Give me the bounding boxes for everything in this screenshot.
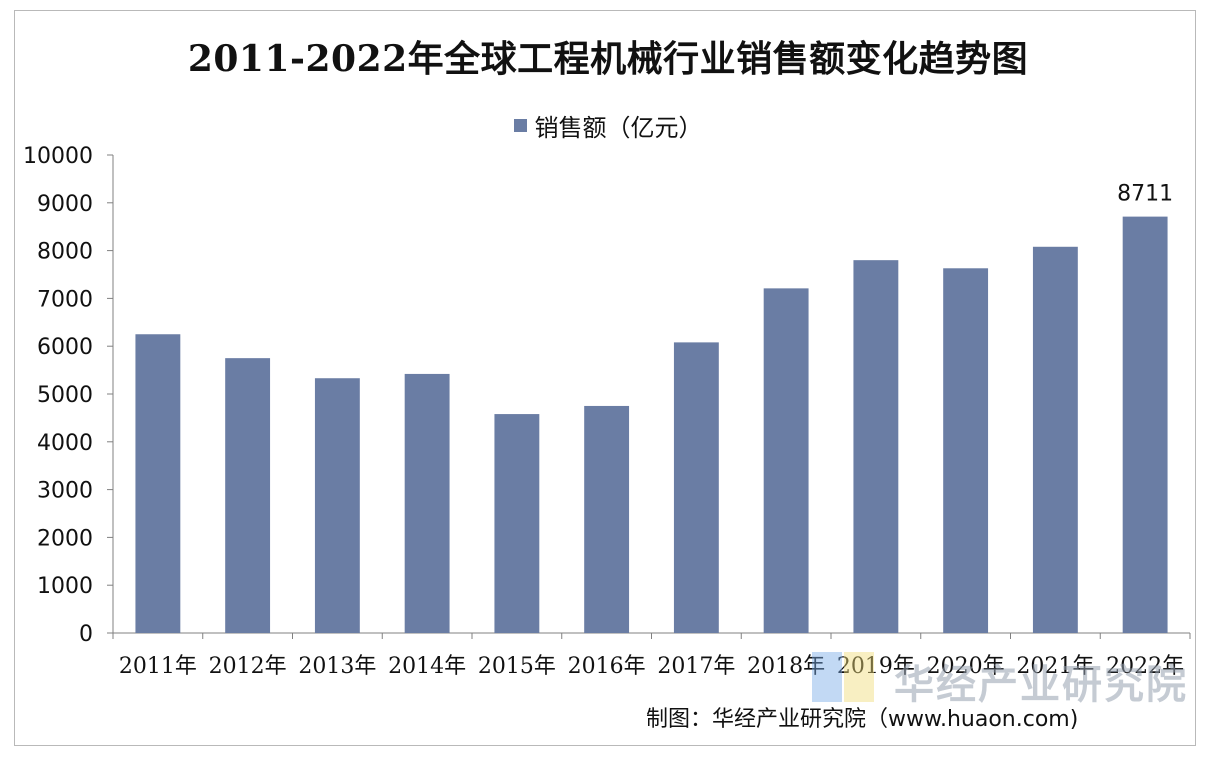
- y-tick-label: 3000: [37, 479, 93, 504]
- x-tick-label: 2011年: [119, 654, 197, 679]
- y-tick-label: 8000: [37, 240, 93, 265]
- x-tick-label: 2018年: [747, 654, 825, 679]
- y-tick-label: 5000: [37, 383, 93, 408]
- watermark: 华经产业研究院: [812, 648, 1192, 708]
- legend-label: 销售额（亿元）: [534, 114, 703, 142]
- bar: [763, 288, 809, 633]
- x-tick-label: 2021年: [1016, 654, 1094, 679]
- bar: [1122, 216, 1168, 633]
- x-tick-label: 2019年: [837, 654, 915, 679]
- x-tick-label: 2015年: [478, 654, 556, 679]
- y-tick-label: 7000: [37, 287, 93, 312]
- y-tick-label: 0: [79, 622, 93, 647]
- bar: [673, 342, 719, 633]
- bar: [1032, 246, 1078, 633]
- bar: [943, 268, 989, 633]
- bar: [135, 334, 181, 633]
- bar: [404, 373, 450, 633]
- bar: [494, 414, 540, 633]
- x-tick-label: 2022年: [1106, 654, 1184, 679]
- bar: [225, 358, 271, 633]
- y-tick-label: 4000: [37, 431, 93, 456]
- chart-title: 2011-2022年全球工程机械行业销售额变化趋势图: [187, 38, 1029, 80]
- y-tick-label: 10000: [23, 144, 93, 169]
- y-tick-label: 2000: [37, 526, 93, 551]
- y-tick-label: 1000: [37, 574, 93, 599]
- data-label: 8711: [1117, 182, 1173, 207]
- x-tick-label: 2012年: [209, 654, 287, 679]
- source-note: 制图：华经产业研究院（www.huaon.com): [646, 707, 1079, 732]
- x-tick-label: 2017年: [657, 654, 735, 679]
- x-tick-label: 2013年: [298, 654, 376, 679]
- y-tick-label: 6000: [37, 335, 93, 360]
- watermark-logo-yellow: [844, 652, 874, 702]
- legend: 销售额（亿元）: [0, 108, 1216, 143]
- x-tick-label: 2020年: [927, 654, 1005, 679]
- x-tick-label: 2014年: [388, 654, 466, 679]
- watermark-text: 华经产业研究院: [894, 662, 1188, 708]
- y-tick-label: 9000: [37, 192, 93, 217]
- watermark-logo-blue: [812, 652, 842, 702]
- bar: [584, 405, 630, 633]
- legend-swatch: [513, 119, 527, 132]
- bar: [853, 260, 899, 633]
- x-tick-label: 2016年: [568, 654, 646, 679]
- bar: [314, 378, 360, 633]
